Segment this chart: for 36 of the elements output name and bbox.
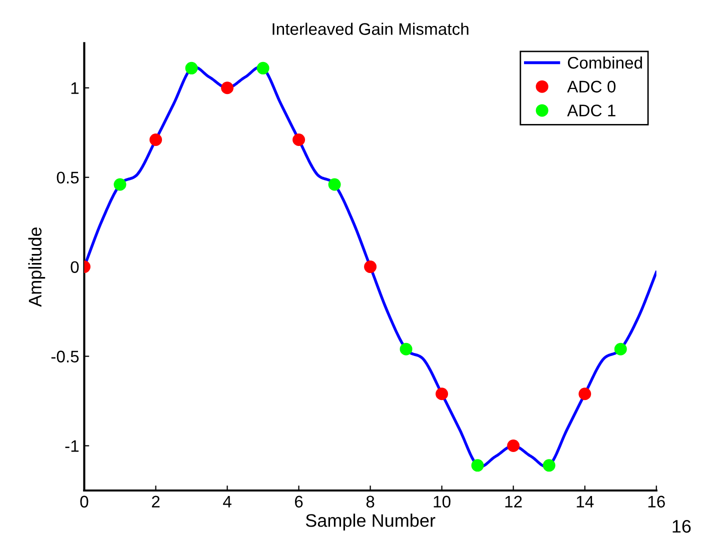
point [150,134,162,146]
x-tick-label: 16 [648,496,665,508]
point [436,388,448,400]
legend-label: ADC 0 [567,80,616,93]
x-tick-label: 12 [505,496,522,508]
point [507,440,520,452]
legend-label: Combined [568,56,642,69]
point [185,62,198,74]
x-tick-label: 4 [223,496,232,508]
point [292,134,306,146]
y-tick-label: 0.5 [56,172,79,184]
y-axis-title: Amplitude [28,227,46,307]
x-axis-title: Sample Number [306,514,436,530]
x-tick-label: 8 [366,496,374,508]
x-tick-label: 10 [434,496,450,508]
point [400,342,412,356]
point [542,459,556,472]
point [256,62,270,74]
point [328,178,341,191]
y-tick-label: -1 [65,440,79,452]
x-tick-label: 0 [80,496,88,508]
point [364,260,377,274]
y-tick-label: 1 [71,82,79,94]
x-tick-label: 2 [152,496,160,508]
text: 16 [672,520,691,533]
point [471,459,484,472]
y-tick-label: 0 [70,261,79,274]
x-tick-label: 6 [295,496,303,508]
legend-label: ADC 1 [567,104,616,116]
point [221,82,234,94]
point [614,342,627,356]
point [578,388,592,400]
x-tick-label: 14 [576,496,594,508]
point [114,178,126,191]
chart-title: Interleaved Gain Mismatch [272,22,468,35]
y-tick-label: -0.5 [51,350,79,362]
